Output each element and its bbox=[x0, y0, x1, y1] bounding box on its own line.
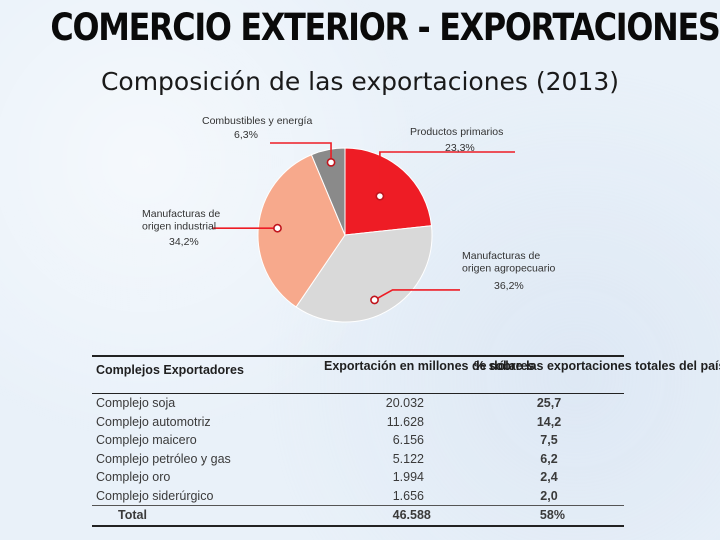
table-body: Complejo soja 20.032 25,7 Complejo automotr… bbox=[92, 394, 624, 505]
leader-dot-manufacturas-agropecuario bbox=[370, 295, 379, 305]
row-exportacion: 20.032 bbox=[385, 396, 424, 410]
row-exportacion: 1.656 bbox=[392, 488, 424, 503]
header-exportacion-text: Exportación en millones de dólares bbox=[324, 359, 535, 373]
row-exportacion: 6.156 bbox=[392, 433, 424, 447]
header-porcentaje-text: % sobre las exportaciones totales del pa… bbox=[474, 359, 720, 373]
leader-line-productos-primarios bbox=[379, 151, 515, 197]
header-porcentaje: % sobre las exportaciones totales del pa… bbox=[424, 357, 720, 393]
table-row: Complejo soja 20.032 25,7 bbox=[92, 394, 624, 413]
header-exportacion: Exportación en millones de dólares bbox=[324, 357, 534, 393]
slice-value-productos-primarios: 23,3% bbox=[445, 142, 475, 154]
pie-slice-productos-primarios bbox=[344, 147, 433, 236]
row-porcentaje: 25,7 bbox=[424, 394, 624, 413]
slice-value-manufacturas-industrial: 34,2% bbox=[169, 236, 199, 248]
pie-slice-combustibles-energia bbox=[310, 147, 346, 236]
row-exportacion: 5.122 bbox=[392, 451, 424, 466]
row-porcentaje-value: 2,4 bbox=[540, 470, 558, 484]
table-header-row: Complejos Exportadores Exportación en mi… bbox=[92, 357, 720, 394]
slice-label-combustibles-energia: Combustibles y energía bbox=[202, 115, 312, 127]
row-porcentaje: 2,0 bbox=[424, 487, 624, 506]
page-title: COMERCIO EXTERIOR - EXPORTACIONES bbox=[50, 6, 720, 49]
row-complejo: Complejo petróleo y gas bbox=[96, 451, 231, 466]
pie-chart: Productos primarios 23,3% Manufacturas de o… bbox=[142, 115, 556, 323]
row-porcentaje-value: 25,7 bbox=[536, 396, 562, 410]
table-row: Complejo maicero 6.156 7,5 bbox=[92, 431, 624, 450]
slice-label-manufacturas-agropecuario: Manufacturas de origen agropecuario bbox=[462, 250, 556, 275]
row-exportacion: 1.994 bbox=[392, 470, 424, 484]
table-row: Complejo siderúrgico 1.656 2,0 bbox=[92, 487, 624, 506]
row-porcentaje-value: 2,0 bbox=[540, 488, 558, 503]
leader-line-manufacturas-agropecuario bbox=[374, 289, 460, 301]
total-percent: 58% bbox=[539, 508, 565, 522]
row-porcentaje: 2,4 bbox=[424, 468, 624, 487]
pie-slice-manufacturas-industrial bbox=[257, 154, 346, 308]
slice-value-combustibles-energia: 6,3% bbox=[234, 129, 258, 141]
leader-dot-combustibles-energia bbox=[326, 157, 336, 167]
slice-value-manufacturas-agropecuario: 36,2% bbox=[494, 280, 524, 292]
row-porcentaje: 14,2 bbox=[424, 413, 624, 432]
exports-table: Complejos Exportadores Exportación en mi… bbox=[92, 355, 720, 527]
leader-line-combustibles-energia bbox=[270, 142, 332, 163]
leader-dot-manufacturas-industrial bbox=[273, 223, 282, 233]
page-subtitle: Composición de las exportaciones (2013) bbox=[100, 67, 620, 96]
row-porcentaje-value: 14,2 bbox=[536, 414, 562, 429]
row-porcentaje-value: 7,5 bbox=[540, 433, 558, 447]
slice-label-manufacturas-industrial: Manufacturas de origen industrial bbox=[142, 208, 220, 233]
leader-dot-productos-primarios bbox=[375, 191, 385, 201]
table-row: Complejo petróleo y gas 5.122 6,2 bbox=[92, 450, 624, 469]
slice-label-productos-primarios: Productos primarios bbox=[410, 126, 503, 138]
table-row: Complejo automotriz 11.628 14,2 bbox=[92, 413, 624, 432]
pie-slice-manufacturas-agropecuario bbox=[295, 225, 433, 323]
row-complejo: Complejo oro bbox=[96, 470, 171, 484]
table-row: Complejo oro 1.994 2,4 bbox=[92, 468, 624, 487]
row-complejo: Complejo soja bbox=[96, 396, 176, 410]
row-porcentaje-value: 6,2 bbox=[540, 451, 558, 466]
table-total-row: Total 46.588 58% bbox=[92, 505, 624, 525]
row-porcentaje: 7,5 bbox=[424, 431, 624, 450]
row-complejo: Complejo siderúrgico bbox=[96, 488, 214, 503]
total-value: 46.588 bbox=[392, 508, 431, 522]
total-label: Total bbox=[118, 508, 147, 522]
row-exportacion: 11.628 bbox=[386, 414, 424, 429]
row-complejo: Complejo maicero bbox=[96, 433, 197, 447]
row-complejo: Complejo automotriz bbox=[96, 414, 211, 429]
row-porcentaje: 6,2 bbox=[424, 450, 624, 469]
header-complejos: Complejos Exportadores bbox=[96, 363, 244, 377]
